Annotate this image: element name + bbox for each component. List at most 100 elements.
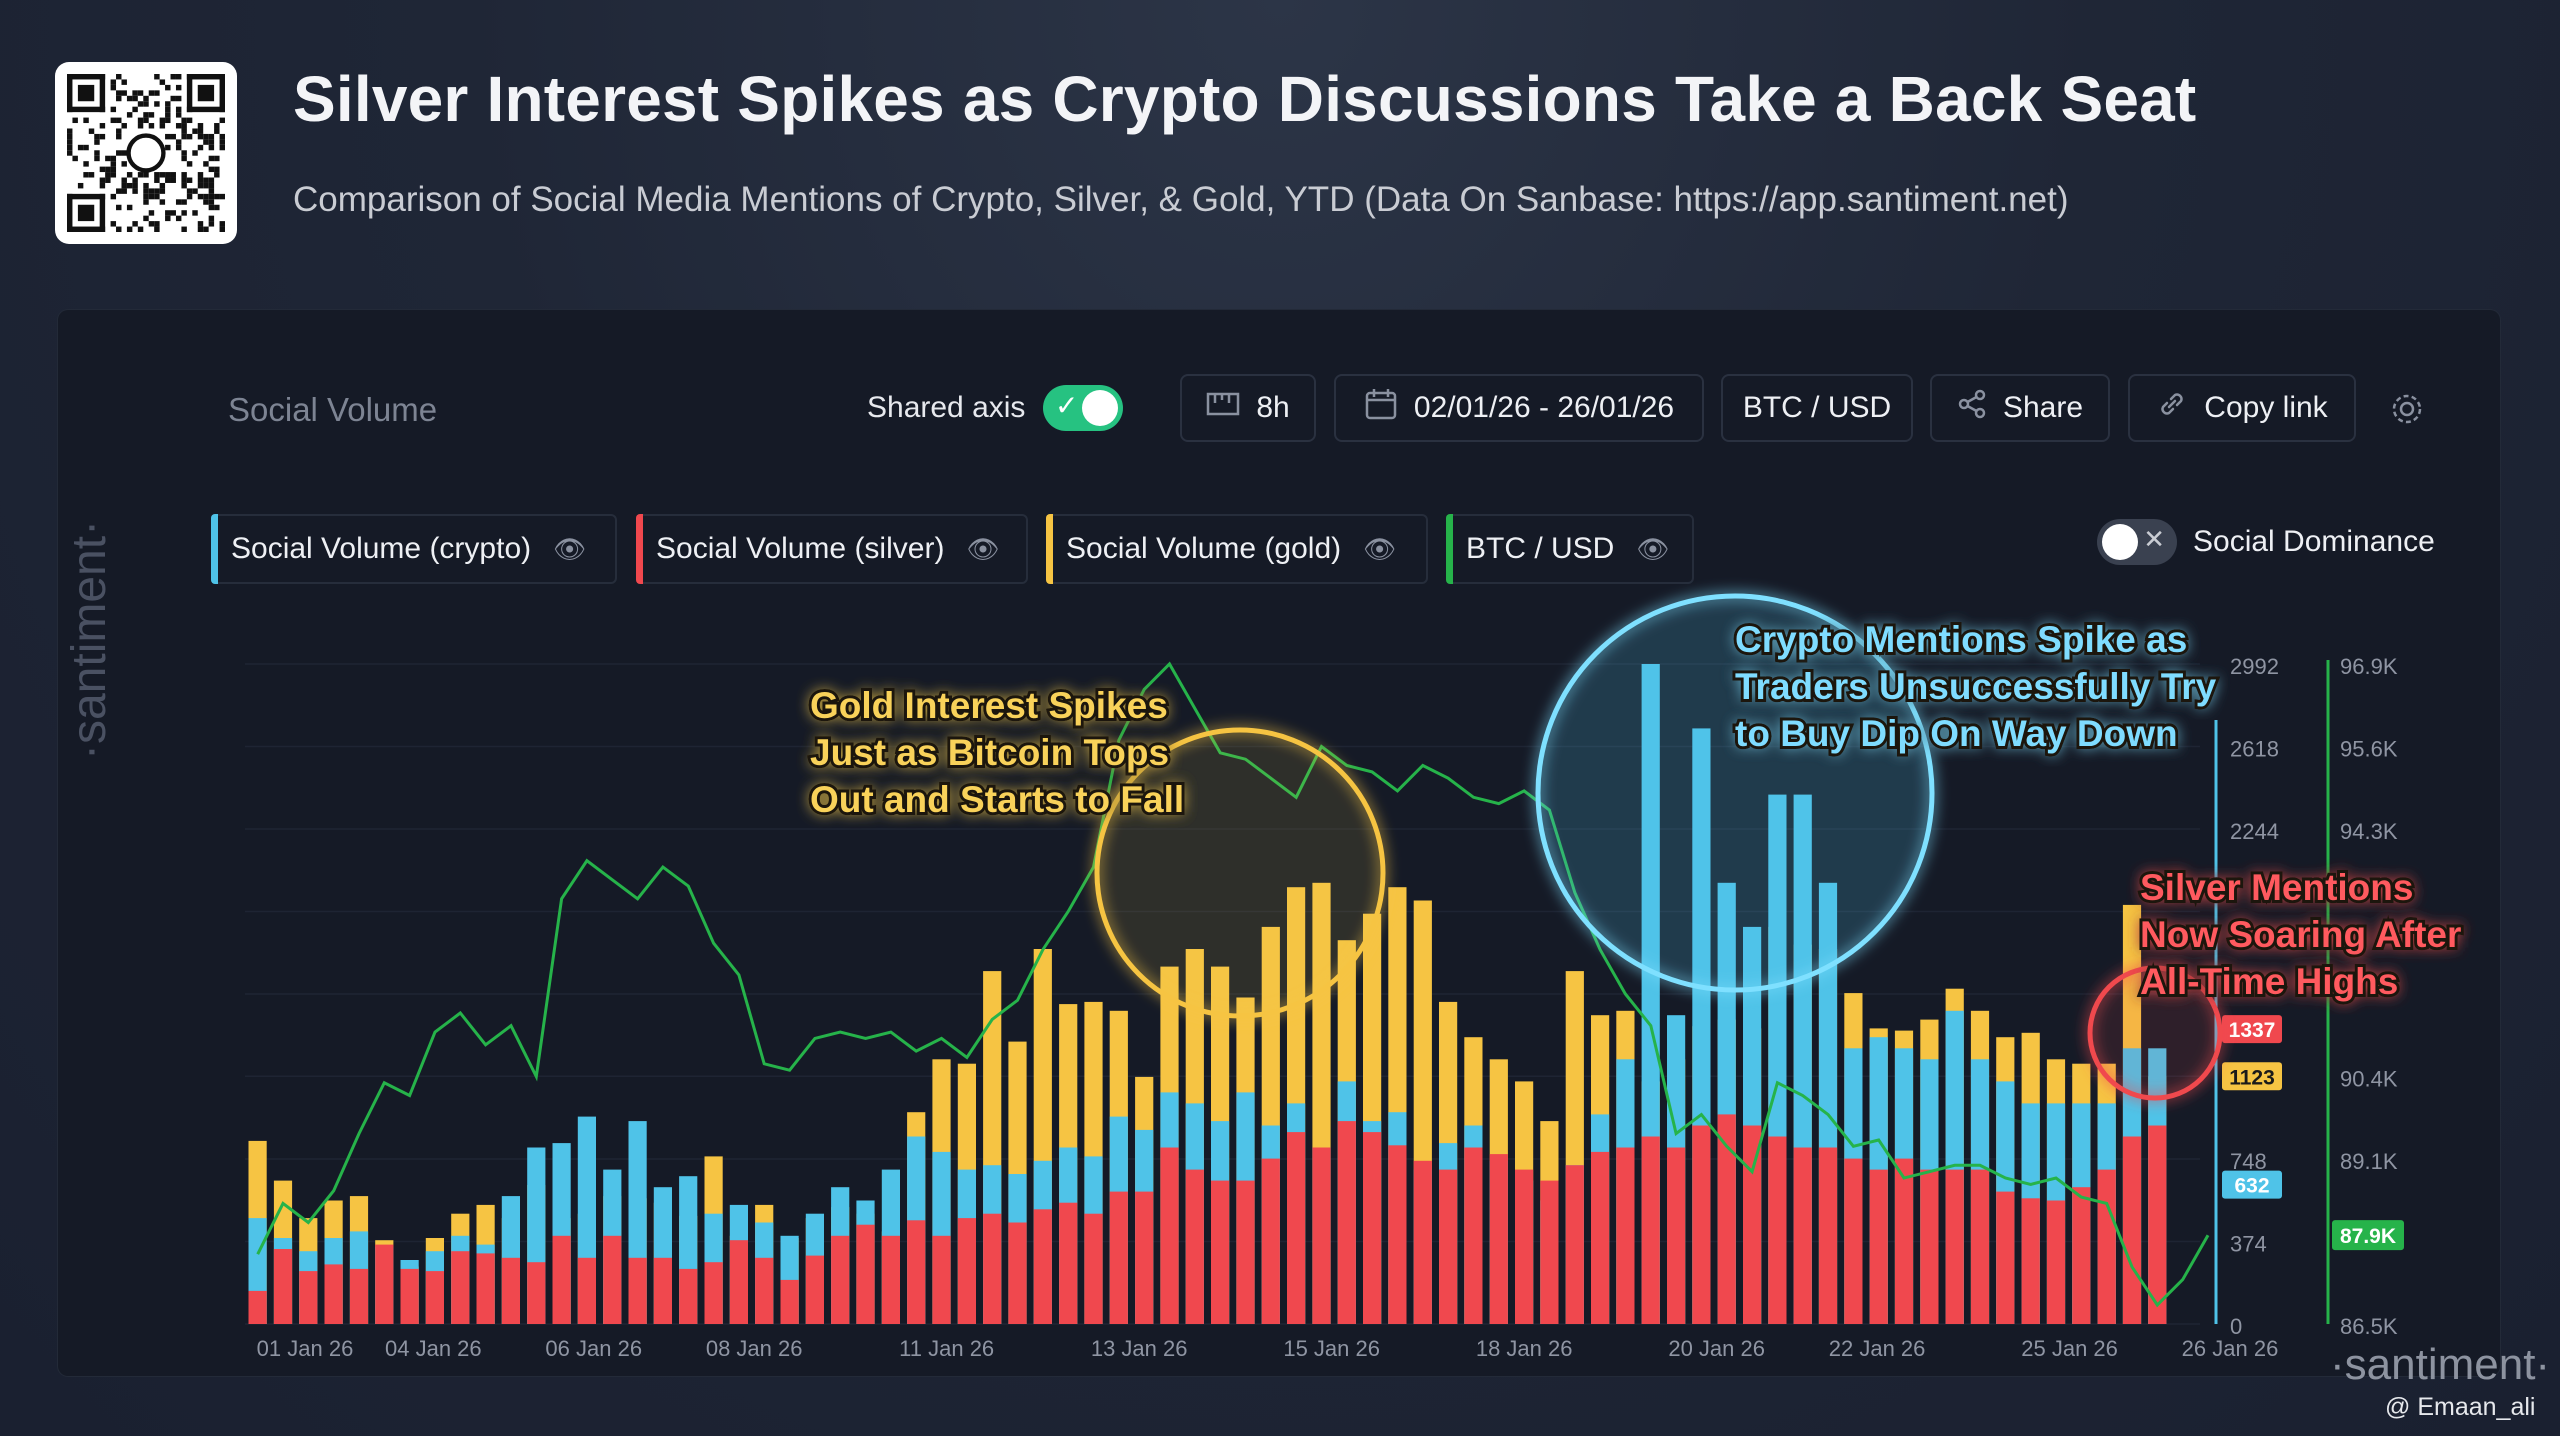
- eye-icon[interactable]: 👁: [1363, 533, 1397, 564]
- qr-module: [72, 155, 78, 162]
- x-tick-label: 20 Jan 26: [1668, 1336, 1765, 1361]
- qr-module: [137, 101, 144, 107]
- qr-module: [94, 150, 100, 156]
- qr-module: [208, 139, 215, 145]
- qr-finder: [67, 226, 106, 232]
- bar-silver: [1109, 1191, 1128, 1324]
- legend-item-silver[interactable]: Social Volume (silver) 👁: [636, 514, 1028, 584]
- qr-module: [67, 144, 73, 151]
- qr-module: [132, 95, 138, 102]
- legend-item-crypto[interactable]: Social Volume (crypto) 👁: [211, 514, 617, 584]
- settings-gear-icon[interactable]: [2388, 390, 2426, 433]
- qr-module: [208, 221, 215, 227]
- bar-silver: [628, 1257, 647, 1324]
- qr-module: [126, 226, 133, 232]
- qr-module: [143, 172, 149, 178]
- qr-finder: [77, 84, 95, 102]
- qr-module: [137, 90, 144, 96]
- qr-code: [55, 62, 237, 244]
- eye-icon[interactable]: 👁: [553, 533, 587, 564]
- bar-silver: [1996, 1191, 2015, 1324]
- bar-silver: [881, 1235, 900, 1324]
- silver-highlight-circle: [2087, 965, 2223, 1101]
- share-button[interactable]: Share: [1930, 374, 2110, 442]
- qr-module: [154, 90, 160, 96]
- qr-module: [148, 90, 155, 96]
- qr-module: [208, 155, 215, 162]
- qr-module: [165, 177, 171, 183]
- bar-silver: [324, 1264, 343, 1324]
- qr-module: [186, 133, 193, 140]
- bar-silver: [1667, 1147, 1686, 1324]
- qr-module: [148, 188, 155, 194]
- bar-silver: [552, 1235, 571, 1324]
- bar-silver: [1084, 1213, 1103, 1324]
- y-left-marker-label: 632: [2234, 1175, 2269, 1198]
- x-tick-label: 04 Jan 26: [385, 1336, 482, 1361]
- qr-module: [181, 199, 187, 205]
- qr-module: [175, 215, 182, 222]
- qr-module: [192, 128, 198, 134]
- footer-watermark: ·santiment·: [2330, 1340, 2551, 1389]
- share-label: Share: [2002, 391, 2084, 424]
- y-right-tick-label: 86.5K: [2340, 1314, 2398, 1339]
- qr-module: [132, 177, 138, 183]
- qr-module: [181, 172, 187, 178]
- qr-finder: [186, 106, 225, 113]
- legend-item-gold[interactable]: Social Volume (gold) 👁: [1046, 514, 1428, 584]
- bar-silver: [2097, 1169, 2116, 1324]
- qr-module: [110, 193, 117, 200]
- qr-module: [165, 144, 171, 151]
- qr-module: [143, 193, 149, 200]
- qr-module: [181, 117, 187, 124]
- gold-annotation: Just as Bitcoin Tops: [810, 732, 1169, 773]
- qr-module: [99, 123, 106, 129]
- qr-module: [181, 182, 187, 189]
- bar-silver: [729, 1240, 748, 1324]
- legend-color-crypto: [211, 514, 218, 584]
- x-tick-label: 06 Jan 26: [545, 1336, 642, 1361]
- bar-silver: [704, 1262, 723, 1324]
- y-left-tick-label: 748: [2230, 1149, 2267, 1174]
- pair-button[interactable]: BTC / USD: [1721, 374, 1913, 442]
- ruler-icon: [1206, 391, 1240, 425]
- qr-module: [88, 128, 95, 134]
- shared-axis-toggle[interactable]: ✓: [1043, 385, 1123, 431]
- legend-item-btc[interactable]: BTC / USD 👁: [1446, 514, 1694, 584]
- qr-module: [137, 172, 144, 178]
- bar-silver: [1540, 1180, 1559, 1324]
- legend-label-silver: Social Volume (silver): [656, 532, 945, 565]
- bar-silver: [451, 1251, 470, 1324]
- qr-module: [175, 84, 182, 91]
- bar-silver: [932, 1235, 951, 1324]
- legend-color-silver: [636, 514, 643, 584]
- y-right-tick-label: 90.4K: [2340, 1067, 2398, 1092]
- bar-silver: [679, 1268, 698, 1324]
- eye-icon[interactable]: 👁: [966, 533, 1000, 564]
- qr-module: [159, 182, 166, 189]
- bar-silver: [1768, 1136, 1787, 1324]
- qr-module: [165, 106, 171, 113]
- qr-module: [154, 177, 160, 183]
- qr-module: [110, 106, 117, 113]
- eye-icon[interactable]: 👁: [1636, 533, 1670, 564]
- interval-button[interactable]: 8h: [1180, 374, 1316, 442]
- qr-module: [159, 172, 166, 178]
- qr-module: [203, 133, 209, 140]
- qr-module: [121, 90, 127, 96]
- qr-finder: [99, 74, 106, 113]
- crypto-annotation: Crypto Mentions Spike as: [1735, 619, 2187, 660]
- copy-link-button[interactable]: Copy link: [2128, 374, 2356, 442]
- qr-finder: [219, 74, 225, 113]
- bar-silver: [1894, 1158, 1914, 1324]
- qr-module: [110, 172, 117, 178]
- qr-module: [219, 117, 225, 124]
- social-dominance-toggle[interactable]: ✕: [2097, 519, 2177, 565]
- legend-color-gold: [1046, 514, 1053, 584]
- date-range-button[interactable]: 02/01/26 - 26/01/26: [1334, 374, 1704, 442]
- bar-silver: [501, 1257, 520, 1324]
- qr-module: [197, 144, 204, 151]
- qr-module: [154, 193, 160, 200]
- qr-module: [137, 123, 144, 129]
- bar-silver: [780, 1279, 799, 1324]
